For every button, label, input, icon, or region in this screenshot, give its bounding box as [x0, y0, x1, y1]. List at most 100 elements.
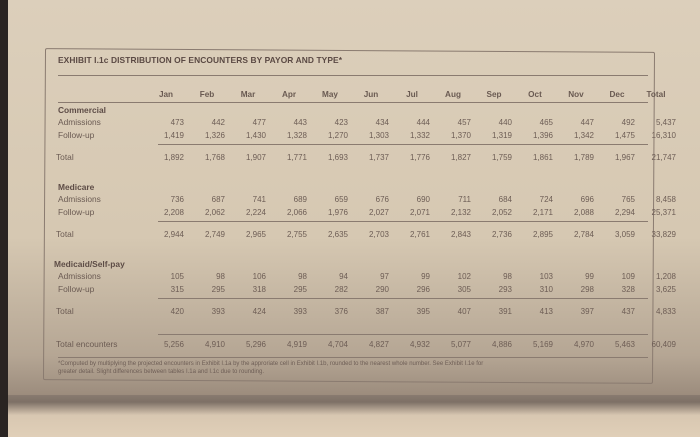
table-cell: 1,342: [573, 131, 594, 140]
title-rule: [58, 75, 648, 76]
total-cell: 397: [580, 307, 594, 316]
total-cell: 407: [457, 307, 471, 316]
book-page: [0, 0, 700, 395]
total-cell: 395: [416, 307, 430, 316]
table-cell: 99: [421, 272, 430, 281]
column-header: Jan: [158, 90, 174, 99]
table-cell: 1,328: [286, 131, 307, 140]
table-cell: 282: [334, 285, 348, 294]
table-cell: 94: [339, 272, 348, 281]
total-cell: 1,759: [491, 153, 512, 162]
total-cell: 1,789: [573, 153, 594, 162]
table-cell: 5,437: [655, 118, 676, 127]
total-cell: 33,829: [651, 230, 676, 239]
total-cell: 1,771: [286, 153, 307, 162]
table-cell: 298: [580, 285, 594, 294]
table-cell: 305: [457, 285, 471, 294]
total-cell: 4,919: [286, 340, 307, 349]
total-cell: 4,827: [368, 340, 389, 349]
total-cell: 21,747: [651, 153, 676, 162]
table-cell: 2,066: [286, 208, 307, 217]
table-cell: 1,976: [327, 208, 348, 217]
table-cell: 690: [416, 195, 430, 204]
row-label: Admissions: [58, 271, 101, 281]
column-header: Apr: [281, 90, 297, 99]
column-header: Jun: [363, 90, 379, 99]
total-cell: 4,910: [204, 340, 225, 349]
total-cell: 5,256: [163, 340, 184, 349]
row-label: Follow-up: [58, 207, 95, 217]
total-cell: 2,755: [286, 230, 307, 239]
table-cell: 676: [375, 195, 389, 204]
column-header: Total: [646, 90, 666, 99]
total-cell: 1,768: [204, 153, 225, 162]
total-cell: 1,892: [163, 153, 184, 162]
table-cell: 1,319: [491, 131, 512, 140]
table-cell: 99: [585, 272, 594, 281]
total-cell: 1,776: [409, 153, 430, 162]
total-cell: 2,965: [245, 230, 266, 239]
total-cell: 1,967: [614, 153, 635, 162]
total-cell: 4,970: [573, 340, 594, 349]
table-cell: 736: [170, 195, 184, 204]
table-cell: 295: [293, 285, 307, 294]
table-cell: 473: [170, 118, 184, 127]
table-cell: 689: [293, 195, 307, 204]
table-cell: 295: [211, 285, 225, 294]
table-cell: 2,208: [163, 208, 184, 217]
table-cell: 16,310: [651, 131, 676, 140]
total-cell: 1,827: [450, 153, 471, 162]
footnote-line-2: greater detail. Slight differences betwe…: [58, 369, 265, 375]
bottom-rule: [58, 357, 648, 358]
section-heading: Medicare: [58, 182, 95, 192]
table-cell: 687: [211, 195, 225, 204]
table-cell: 2,071: [409, 208, 430, 217]
total-cell: 420: [170, 307, 184, 316]
column-header: Oct: [528, 90, 542, 99]
column-header: Jul: [406, 90, 418, 99]
total-cell: 5,463: [614, 340, 635, 349]
row-label: Admissions: [58, 194, 101, 204]
table-cell: 103: [539, 272, 553, 281]
total-cell: 391: [498, 307, 512, 316]
total-cell: 4,704: [327, 340, 348, 349]
table-cell: 102: [457, 272, 471, 281]
total-cell: 5,169: [532, 340, 553, 349]
total-row-label: Total: [56, 152, 74, 162]
total-cell: 437: [621, 307, 635, 316]
total-cell: 4,932: [409, 340, 430, 349]
table-cell: 1,208: [655, 272, 676, 281]
table-cell: 2,052: [491, 208, 512, 217]
table-cell: 1,396: [532, 131, 553, 140]
table-cell: 1,370: [450, 131, 471, 140]
total-cell: 1,907: [245, 153, 266, 162]
total-row-label: Total: [56, 229, 74, 239]
total-row-label: Total encounters: [56, 339, 118, 349]
exhibit-title: EXHIBIT I.1c DISTRIBUTION OF ENCOUNTERS …: [58, 55, 343, 65]
subtotal-rule: [158, 298, 648, 299]
total-cell: 2,843: [450, 230, 471, 239]
total-cell: 1,693: [327, 153, 348, 162]
column-header: Nov: [568, 90, 584, 99]
total-cell: 5,296: [245, 340, 266, 349]
section-heading: Medicaid/Self-pay: [54, 259, 125, 269]
row-label: Follow-up: [58, 130, 95, 140]
total-cell: 413: [539, 307, 553, 316]
total-cell: 60,409: [651, 340, 676, 349]
table-cell: 1,270: [327, 131, 348, 140]
table-cell: 457: [457, 118, 471, 127]
total-cell: 1,861: [532, 153, 553, 162]
table-cell: 315: [170, 285, 184, 294]
column-header: Aug: [445, 90, 461, 99]
total-cell: 4,886: [491, 340, 512, 349]
table-cell: 1,475: [614, 131, 635, 140]
table-cell: 2,132: [450, 208, 471, 217]
column-header: Feb: [199, 90, 215, 99]
subtotal-rule: [158, 221, 648, 222]
total-cell: 424: [252, 307, 266, 316]
total-cell: 4,833: [655, 307, 676, 316]
total-cell: 2,703: [368, 230, 389, 239]
table-cell: 296: [416, 285, 430, 294]
table-cell: 465: [539, 118, 553, 127]
table-cell: 293: [498, 285, 512, 294]
